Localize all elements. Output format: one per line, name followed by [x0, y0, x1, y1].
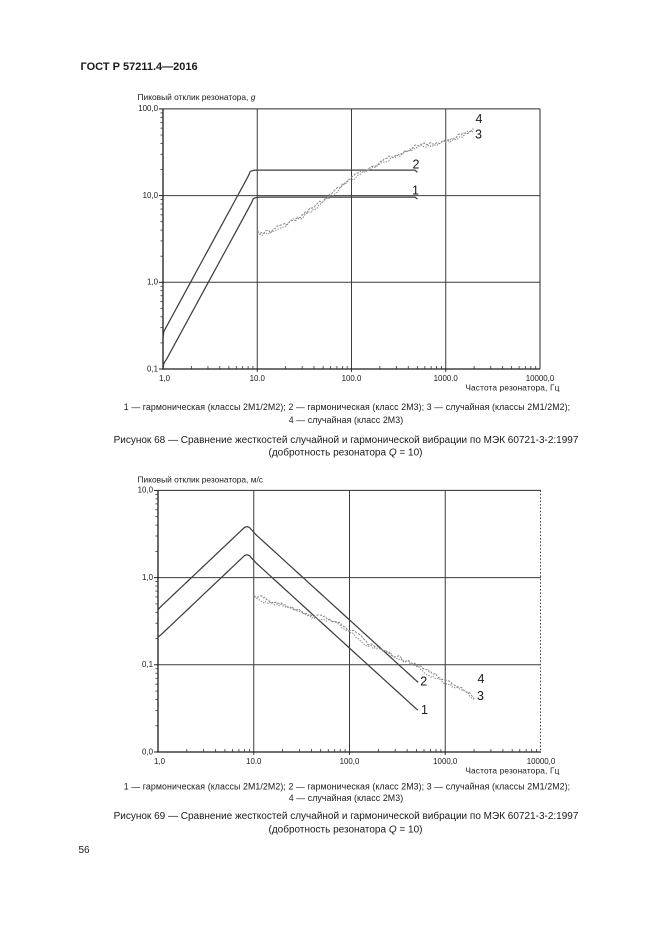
svg-text:4: 4 — [478, 672, 485, 686]
svg-text:56: 56 — [79, 845, 91, 856]
svg-text:Рисунок 68 — Сравнение жесткос: Рисунок 68 — Сравнение жесткостей случай… — [114, 434, 579, 446]
svg-text:10.0: 10.0 — [250, 374, 266, 383]
svg-text:Частота резонатора, Гц: Частота резонатора, Гц — [465, 383, 559, 393]
svg-text:3: 3 — [475, 128, 482, 142]
svg-text:10,0: 10,0 — [143, 191, 159, 200]
svg-text:100,0: 100,0 — [138, 104, 158, 113]
svg-text:1,0: 1,0 — [142, 573, 154, 582]
svg-text:1 — гармоническая (классы 2М1/: 1 — гармоническая (классы 2М1/2М2); 2 — … — [124, 782, 570, 792]
svg-text:0,1: 0,1 — [142, 660, 153, 669]
svg-text:1000,0: 1000,0 — [433, 757, 458, 766]
svg-text:4 — случайная (класс 2М3): 4 — случайная (класс 2М3) — [289, 793, 404, 803]
svg-text:1 — гармоническая (классы 2М1/: 1 — гармоническая (классы 2М1/2М2); 2 — … — [124, 402, 570, 412]
svg-text:3: 3 — [477, 689, 484, 703]
svg-text:1: 1 — [412, 184, 419, 198]
svg-text:1,0: 1,0 — [159, 374, 171, 383]
svg-text:10.0: 10.0 — [246, 757, 262, 766]
svg-text:0,0: 0,0 — [142, 747, 154, 756]
svg-text:100,0: 100,0 — [340, 757, 360, 766]
svg-text:(добротность резонатора Q = 10: (добротность резонатора Q = 10) — [269, 447, 423, 459]
svg-text:Частота резонатора, Гц: Частота резонатора, Гц — [465, 766, 559, 776]
svg-text:4 — случайная (класс 2М3): 4 — случайная (класс 2М3) — [289, 415, 404, 425]
svg-text:1000.0: 1000.0 — [434, 374, 459, 383]
svg-text:100.0: 100.0 — [342, 374, 362, 383]
svg-text:(добротность резонатора Q = 10: (добротность резонатора Q = 10) — [269, 824, 423, 836]
svg-text:10000,0: 10000,0 — [526, 374, 555, 383]
svg-text:0,1: 0,1 — [147, 364, 158, 373]
svg-text:10000,0: 10000,0 — [527, 757, 556, 766]
svg-text:1: 1 — [421, 703, 428, 717]
svg-text:Рисунок 69 — Сравнение жесткос: Рисунок 69 — Сравнение жесткостей случай… — [114, 810, 579, 822]
svg-text:ГОСТ Р 57211.4—2016: ГОСТ Р 57211.4—2016 — [81, 61, 198, 73]
svg-text:Пиковый отклик резонатора, g: Пиковый отклик резонатора, g — [138, 92, 256, 102]
svg-text:2: 2 — [420, 675, 427, 689]
svg-text:4: 4 — [476, 112, 483, 126]
svg-text:2: 2 — [413, 158, 420, 172]
svg-text:10,0: 10,0 — [138, 486, 154, 495]
svg-text:1,0: 1,0 — [154, 757, 166, 766]
svg-text:1,0: 1,0 — [147, 278, 159, 287]
svg-text:Пиковый отклик резонатора, м/с: Пиковый отклик резонатора, м/с — [138, 475, 264, 485]
